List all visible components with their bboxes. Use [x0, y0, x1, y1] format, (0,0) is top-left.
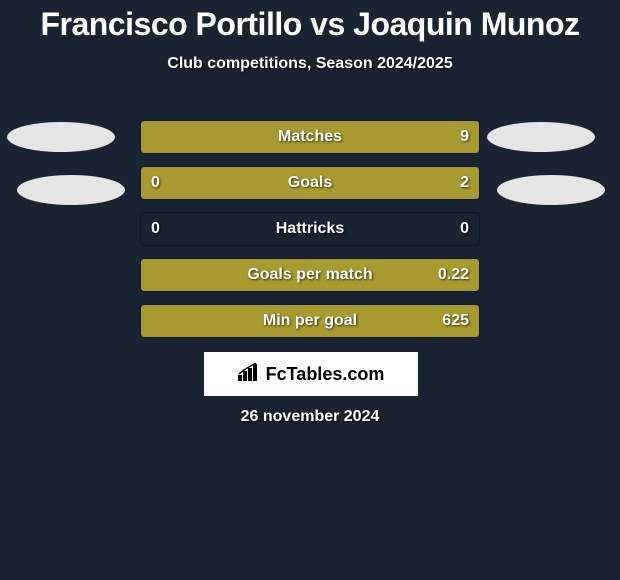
- comparison-bars: Matches9Goals02Hattricks00Goals per matc…: [140, 120, 480, 350]
- page-title: Francisco Portillo vs Joaquin Munoz: [0, 0, 620, 43]
- stat-value-left: 0: [151, 167, 160, 199]
- stat-row: Hattricks0 0: [140, 212, 480, 246]
- brand-text: FcTables.com: [238, 363, 385, 386]
- stat-value-left: 0: [151, 213, 160, 245]
- page-subtitle: Club competitions, Season 2024/2025: [0, 55, 620, 73]
- stat-row: Goals0 2: [140, 166, 480, 200]
- brand-label: FcTables.com: [266, 364, 385, 385]
- oval-placeholder-right-bottom: [497, 175, 605, 205]
- stat-label: Goals per match: [141, 259, 479, 291]
- stat-label: Hattricks: [141, 213, 479, 245]
- stat-row: Min per goal625: [140, 304, 480, 338]
- stat-label: Matches: [141, 121, 479, 153]
- stat-value-right: 2: [460, 167, 469, 199]
- chart-icon: [238, 363, 260, 386]
- oval-placeholder-left-top: [7, 122, 115, 152]
- stat-row: Goals per match0.22: [140, 258, 480, 292]
- brand-box: FcTables.com: [204, 352, 418, 396]
- stat-label: Min per goal: [141, 305, 479, 337]
- oval-placeholder-right-top: [487, 122, 595, 152]
- stat-value-right: 9: [460, 121, 469, 153]
- oval-placeholder-left-bottom: [17, 175, 125, 205]
- stat-value-right: 0: [460, 213, 469, 245]
- stat-row: Matches9: [140, 120, 480, 154]
- stat-value-right: 625: [442, 305, 469, 337]
- stat-label: Goals: [141, 167, 479, 199]
- snapshot-date: 26 november 2024: [0, 408, 620, 426]
- stat-value-right: 0.22: [438, 259, 469, 291]
